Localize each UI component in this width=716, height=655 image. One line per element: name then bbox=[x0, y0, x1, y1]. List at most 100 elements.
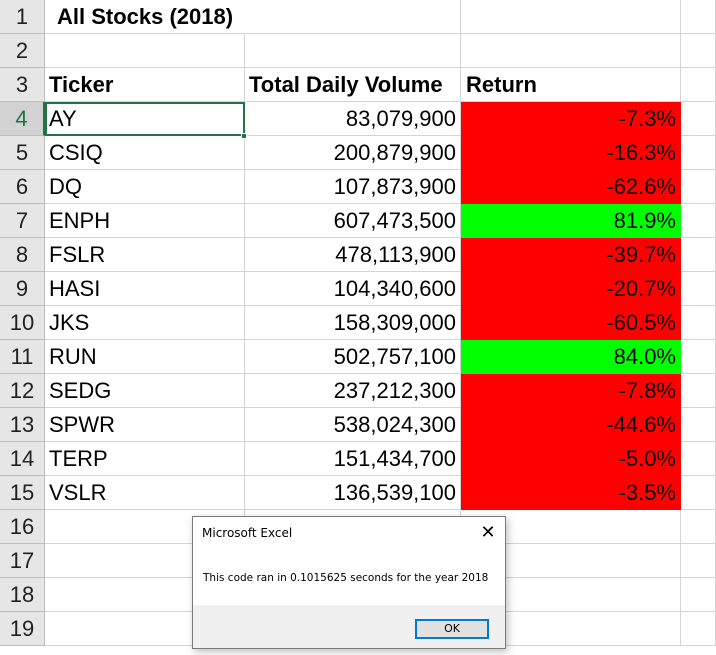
row-header[interactable]: 16 bbox=[0, 510, 45, 544]
header-ticker[interactable]: Ticker bbox=[45, 68, 245, 102]
ticker-cell[interactable]: ENPH bbox=[45, 204, 245, 238]
row-header[interactable]: 10 bbox=[0, 306, 45, 340]
sheet-row: 4 AY 83,079,900 -7.3% bbox=[0, 102, 716, 136]
cell-d[interactable] bbox=[681, 408, 716, 442]
volume-cell[interactable]: 502,757,100 bbox=[245, 340, 461, 374]
cell-d[interactable] bbox=[681, 340, 716, 374]
dialog-titlebar[interactable]: Microsoft Excel ✕ bbox=[193, 517, 505, 550]
cell-d[interactable] bbox=[681, 612, 716, 646]
row-header[interactable]: 13 bbox=[0, 408, 45, 442]
volume-cell[interactable]: 237,212,300 bbox=[245, 374, 461, 408]
cell-d[interactable] bbox=[681, 578, 716, 612]
sheet-row: 18 bbox=[0, 578, 716, 612]
return-cell[interactable]: -5.0% bbox=[461, 442, 681, 476]
cell-b[interactable] bbox=[245, 0, 461, 34]
cell-c[interactable] bbox=[461, 578, 681, 612]
volume-cell[interactable]: 607,473,500 bbox=[245, 204, 461, 238]
ticker-cell[interactable]: TERP bbox=[45, 442, 245, 476]
ticker-cell[interactable]: AY bbox=[45, 102, 245, 136]
cell-d[interactable] bbox=[681, 374, 716, 408]
return-cell[interactable]: 84.0% bbox=[461, 340, 681, 374]
row-header[interactable]: 7 bbox=[0, 204, 45, 238]
cell-d[interactable] bbox=[681, 510, 716, 544]
cell-d[interactable] bbox=[681, 136, 716, 170]
ticker-cell[interactable]: FSLR bbox=[45, 238, 245, 272]
ok-button[interactable]: OK bbox=[415, 619, 489, 639]
volume-cell[interactable]: 107,873,900 bbox=[245, 170, 461, 204]
cell-d[interactable] bbox=[681, 306, 716, 340]
row-header[interactable]: 5 bbox=[0, 136, 45, 170]
cell-d[interactable] bbox=[681, 238, 716, 272]
row-header[interactable]: 1 bbox=[0, 0, 45, 34]
ticker-cell[interactable]: VSLR bbox=[45, 476, 245, 510]
return-cell[interactable]: -7.8% bbox=[461, 374, 681, 408]
cell-d[interactable] bbox=[681, 204, 716, 238]
row-header[interactable]: 6 bbox=[0, 170, 45, 204]
fill-handle[interactable] bbox=[241, 133, 247, 139]
cell-a[interactable] bbox=[45, 34, 245, 68]
cell-d[interactable] bbox=[681, 272, 716, 306]
volume-cell[interactable]: 478,113,900 bbox=[245, 238, 461, 272]
cell-c[interactable] bbox=[461, 0, 681, 34]
volume-cell[interactable]: 104,340,600 bbox=[245, 272, 461, 306]
header-return[interactable]: Return bbox=[461, 68, 681, 102]
dialog-footer: OK bbox=[193, 605, 505, 648]
row-header[interactable]: 11 bbox=[0, 340, 45, 374]
sheet-title[interactable]: All Stocks (2018) bbox=[45, 0, 245, 34]
row-header[interactable]: 14 bbox=[0, 442, 45, 476]
close-icon[interactable]: ✕ bbox=[480, 522, 496, 543]
cell-c[interactable] bbox=[461, 612, 681, 646]
return-cell[interactable]: -44.6% bbox=[461, 408, 681, 442]
sheet-row: 13 SPWR 538,024,300 -44.6% bbox=[0, 408, 716, 442]
cell-d[interactable] bbox=[681, 102, 716, 136]
volume-cell[interactable]: 200,879,900 bbox=[245, 136, 461, 170]
ticker-cell[interactable]: JKS bbox=[45, 306, 245, 340]
volume-cell[interactable]: 158,309,000 bbox=[245, 306, 461, 340]
row-header[interactable]: 8 bbox=[0, 238, 45, 272]
sheet-row: 11 RUN 502,757,100 84.0% bbox=[0, 340, 716, 374]
cell-c[interactable] bbox=[461, 544, 681, 578]
row-header[interactable]: 18 bbox=[0, 578, 45, 612]
ticker-cell[interactable]: SEDG bbox=[45, 374, 245, 408]
cell-d[interactable] bbox=[681, 442, 716, 476]
return-cell[interactable]: -62.6% bbox=[461, 170, 681, 204]
cell-d[interactable] bbox=[681, 68, 716, 102]
cell-d[interactable] bbox=[681, 170, 716, 204]
return-cell[interactable]: 81.9% bbox=[461, 204, 681, 238]
row-header[interactable]: 17 bbox=[0, 544, 45, 578]
row-header[interactable]: 15 bbox=[0, 476, 45, 510]
row-header[interactable]: 2 bbox=[0, 34, 45, 68]
row-header[interactable]: 12 bbox=[0, 374, 45, 408]
volume-cell[interactable]: 538,024,300 bbox=[245, 408, 461, 442]
row-header[interactable]: 9 bbox=[0, 272, 45, 306]
return-cell[interactable]: -7.3% bbox=[461, 102, 681, 136]
ticker-cell[interactable]: DQ bbox=[45, 170, 245, 204]
row-header[interactable]: 3 bbox=[0, 68, 45, 102]
cell-d[interactable] bbox=[681, 544, 716, 578]
volume-cell[interactable]: 83,079,900 bbox=[245, 102, 461, 136]
sheet-row: 2 bbox=[0, 34, 716, 68]
cell-d[interactable] bbox=[681, 34, 716, 68]
ticker-cell[interactable]: RUN bbox=[45, 340, 245, 374]
ticker-cell[interactable]: CSIQ bbox=[45, 136, 245, 170]
cell-d[interactable] bbox=[681, 476, 716, 510]
cell-b[interactable] bbox=[245, 34, 461, 68]
ticker-cell[interactable]: HASI bbox=[45, 272, 245, 306]
header-volume[interactable]: Total Daily Volume bbox=[245, 68, 461, 102]
row-header[interactable]: 4 bbox=[0, 102, 45, 136]
return-cell[interactable]: -16.3% bbox=[461, 136, 681, 170]
cell-c[interactable] bbox=[461, 34, 681, 68]
volume-cell[interactable]: 151,434,700 bbox=[245, 442, 461, 476]
cell-c[interactable] bbox=[461, 510, 681, 544]
sheet-row: 10 JKS 158,309,000 -60.5% bbox=[0, 306, 716, 340]
return-cell[interactable]: -39.7% bbox=[461, 238, 681, 272]
return-cell[interactable]: -3.5% bbox=[461, 476, 681, 510]
ticker-cell[interactable]: SPWR bbox=[45, 408, 245, 442]
volume-cell[interactable]: 136,539,100 bbox=[245, 476, 461, 510]
cell-d[interactable] bbox=[681, 0, 716, 34]
row-header[interactable]: 19 bbox=[0, 612, 45, 646]
return-cell[interactable]: -20.7% bbox=[461, 272, 681, 306]
dialog-message: This code ran in 0.1015625 seconds for t… bbox=[203, 572, 489, 584]
return-cell[interactable]: -60.5% bbox=[461, 306, 681, 340]
